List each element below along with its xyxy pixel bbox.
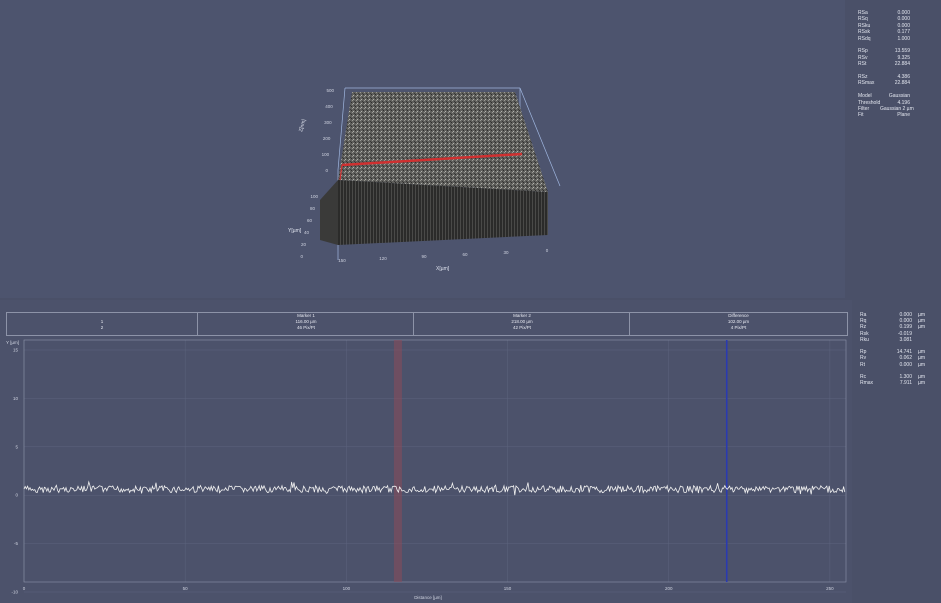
x-tick-label: 60 xyxy=(462,252,468,257)
profile-y-tick-label: -5 xyxy=(14,541,18,546)
y-tick-label: 100 xyxy=(310,194,318,199)
stat-row: RSv 9.325 xyxy=(858,54,910,61)
x-tick-label: 30 xyxy=(503,250,509,255)
profile-y-tick-label: 10 xyxy=(13,396,19,401)
profile-x-tick-label: 200 xyxy=(665,586,673,591)
stat-row xyxy=(860,343,932,349)
z-tick-label: 0 xyxy=(325,168,328,173)
y-tick-label: 40 xyxy=(304,230,310,235)
x-tick-label: 0 xyxy=(546,248,549,253)
stat-row xyxy=(858,42,910,48)
stat-row xyxy=(860,368,932,374)
x-tick-label: 90 xyxy=(421,254,427,259)
y-axis-label: Y[µm] xyxy=(288,228,302,234)
stat-row xyxy=(858,68,910,74)
profile-x-tick-label: 100 xyxy=(343,586,351,591)
marker2-line[interactable] xyxy=(725,340,728,582)
x-axis-label: X[µm] xyxy=(436,266,450,272)
y-tick-label: 80 xyxy=(310,206,316,211)
profile-x-label: Distance [µm] xyxy=(414,595,442,600)
y-tick-label: 60 xyxy=(307,218,313,223)
z-tick-label: 100 xyxy=(322,152,330,157)
stat-row: RSq 0.000 xyxy=(858,16,910,23)
stat-row: Rc 1.300 µm xyxy=(860,374,926,380)
stat-row: Fit Plane xyxy=(858,112,910,119)
z-tick-label: 500 xyxy=(326,88,334,93)
marker-table: 1 2 Marker 1 116.00 µm 46 Pix/Pt Marker … xyxy=(6,312,848,336)
stat-row: Rq 0.000 µm xyxy=(860,318,926,325)
stat-row: RSp 13.559 xyxy=(858,48,910,55)
difference-column: Difference 102.00 µm 4 Pix/Pt xyxy=(629,313,847,335)
surface-top xyxy=(338,92,548,192)
x-tick-label: 150 xyxy=(338,258,346,263)
profile-y-ticks: 15 10 5 0 -5 -10 xyxy=(11,348,18,595)
profile-x-tick-label: 50 xyxy=(183,586,189,591)
z-axis-label: Z[nm] xyxy=(298,118,307,132)
stat-row: Rz 0.199 µm xyxy=(860,324,926,331)
profile-axes-box xyxy=(23,339,847,583)
y-tick-label: 20 xyxy=(301,242,307,247)
profile-x-tick-label: 250 xyxy=(826,586,834,591)
marker-table-row-labels: 1 2 xyxy=(100,319,104,330)
stat-row: RSz 4.386 xyxy=(858,74,910,80)
z-tick-label: 300 xyxy=(324,120,332,125)
x-axis-ticks: 150 120 90 60 30 0 xyxy=(338,248,549,263)
marker1-column: Marker 1 116.00 µm 46 Pix/Pt xyxy=(197,313,414,335)
profile-trace xyxy=(23,480,846,496)
profile-y-tick-label: 5 xyxy=(15,444,18,449)
profile-y-unit: Y [µm] xyxy=(6,340,19,345)
stat-row: Rv 0.062 µm xyxy=(860,355,926,362)
z-axis-ticks: 500 400 300 200 100 0 xyxy=(322,88,335,173)
profile-statistics-panel: Ra 0.000 µm Rq 0.000 µm Rz 0.199 µm Rsk -0.019 Rku 3… xyxy=(852,300,941,603)
y-axis-ticks: 100 80 60 40 20 0 xyxy=(300,194,318,259)
stat-row: Rmax 7.911 µm xyxy=(860,380,926,387)
stat-row xyxy=(858,87,910,93)
x-tick-label: 120 xyxy=(379,256,387,261)
stat-row: Rsk -0.019 xyxy=(860,330,912,337)
3d-surface-view[interactable]: 500 400 300 200 100 0 100 80 60 40 20 0 150 120 90 60… xyxy=(0,0,845,298)
profile-x-ticks: 0 50 100 150 200 250 xyxy=(23,586,834,591)
z-tick-label: 400 xyxy=(325,104,333,109)
y-tick-label: 0 xyxy=(300,254,303,259)
profile-y-tick-label: 0 xyxy=(15,493,18,498)
stat-row: Filter Gaussian 2 µm xyxy=(858,106,914,112)
profile-view[interactable]: 1 2 Marker 1 116.00 µm 46 Pix/Pt Marker … xyxy=(0,300,852,603)
stat-row: RSmax 22.884 xyxy=(858,80,910,87)
stat-row: Model Gaussian xyxy=(858,93,910,100)
stat-row: RSdq 1.000 xyxy=(858,35,910,42)
stat-row: RSa 0.000 xyxy=(858,10,910,16)
profile-x-tick-label: 150 xyxy=(504,586,512,591)
surface-front-side xyxy=(338,180,548,245)
profile-y-tick-label: 15 xyxy=(13,348,19,353)
z-tick-label: 200 xyxy=(323,136,331,141)
surface-statistics-panel: RSa 0.000 RSq 0.000 RSku 0.000 RSsk 0.177 RSdq 1.… xyxy=(850,0,941,298)
stat-row: Rp 14.741 µm xyxy=(860,349,926,356)
profile-line xyxy=(341,152,523,167)
profile-y-tick-label: -10 xyxy=(11,590,18,595)
stat-row: RSsk 0.177 xyxy=(858,29,910,36)
stat-row: RSku 0.000 xyxy=(858,22,910,29)
stat-row: Threshold 4.196 xyxy=(858,99,910,106)
profile-x-tick-label: 0 xyxy=(23,586,26,591)
stat-row: Ra 0.000 µm xyxy=(860,312,926,318)
stat-row: RSt 22.884 xyxy=(858,61,910,68)
marker2-column: Marker 2 218.00 µm 42 Pix/Pt xyxy=(413,313,630,335)
stat-row: Rt 0.000 µm xyxy=(860,361,926,368)
profile-grid xyxy=(23,339,847,593)
stat-row: Rku 3.081 xyxy=(860,336,912,343)
marker1-line[interactable] xyxy=(393,340,402,582)
